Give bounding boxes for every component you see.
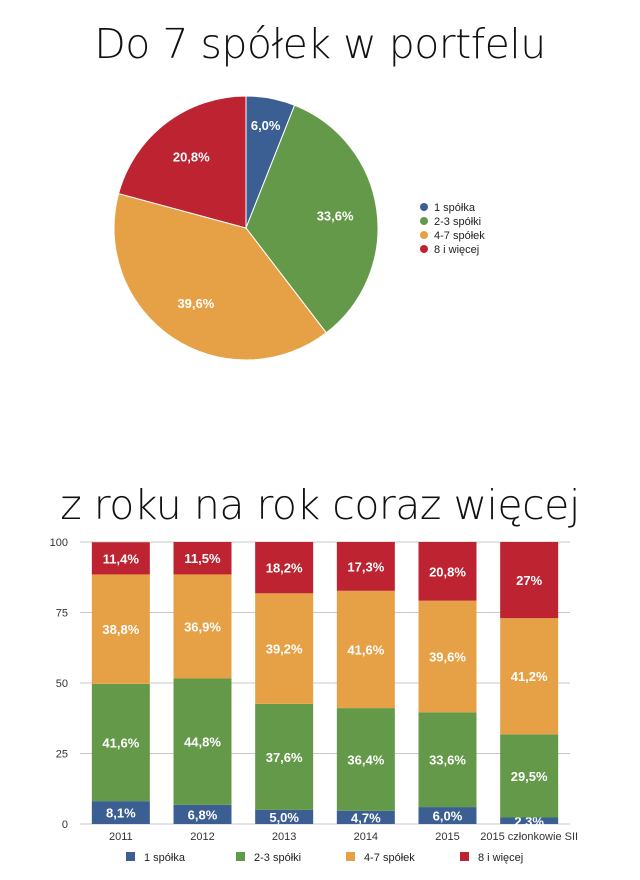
bar-segment bbox=[500, 817, 559, 824]
bar-segment bbox=[255, 542, 314, 594]
legend-marker bbox=[236, 852, 245, 861]
bar-segment bbox=[336, 810, 395, 824]
bar-data-label: 36,9% bbox=[184, 619, 221, 634]
bar-data-label: 4,7% bbox=[351, 810, 381, 825]
legend-marker bbox=[420, 231, 428, 239]
pie-data-label: 33,6% bbox=[317, 209, 354, 224]
bar-data-label: 41,6% bbox=[102, 736, 139, 751]
y-tick-label: 0 bbox=[62, 819, 68, 831]
legend-label: 8 i więcej bbox=[434, 244, 479, 256]
bar-segment bbox=[336, 590, 395, 709]
legend-marker bbox=[420, 203, 428, 211]
bar-data-label: 41,6% bbox=[347, 642, 384, 657]
bar-segment bbox=[173, 574, 232, 679]
legend-marker bbox=[420, 245, 428, 253]
legend-marker bbox=[126, 852, 135, 861]
legend-label: 2-3 spółki bbox=[254, 852, 301, 864]
bar-segment bbox=[255, 703, 314, 810]
legend-label: 8 i więcej bbox=[478, 852, 523, 864]
y-tick-label: 25 bbox=[56, 749, 68, 761]
bar-data-label: 33,6% bbox=[429, 753, 466, 768]
bar-segment bbox=[418, 542, 477, 601]
bar-data-label: 39,2% bbox=[266, 642, 303, 657]
bar-segment bbox=[91, 542, 150, 575]
legend-label: 2-3 spółki bbox=[434, 216, 481, 228]
bar-segment bbox=[91, 574, 150, 684]
legend-marker bbox=[420, 217, 428, 225]
bar-segment bbox=[91, 801, 150, 824]
bar-segment bbox=[173, 678, 232, 805]
bar-data-label: 36,4% bbox=[347, 752, 384, 767]
bar-segment bbox=[500, 618, 559, 735]
pie-data-label: 20,8% bbox=[173, 150, 210, 165]
bar-segment bbox=[418, 600, 477, 713]
bar-chart-title: z roku na rok coraz więcej bbox=[60, 481, 580, 529]
pie-data-label: 39,6% bbox=[177, 296, 214, 311]
bar-segment bbox=[336, 542, 395, 591]
pie-chart-title: Do 7 spółek w portfelu bbox=[94, 20, 546, 68]
x-tick-label: 2011 bbox=[109, 831, 133, 843]
x-tick-label: 2013 bbox=[272, 831, 296, 843]
bar-segment bbox=[500, 734, 559, 818]
pie-slice bbox=[113, 192, 327, 361]
bar-data-label: 20,8% bbox=[429, 564, 466, 579]
y-tick-label: 100 bbox=[50, 537, 68, 549]
pie-slice bbox=[117, 95, 247, 229]
bar-data-label: 44,8% bbox=[184, 735, 221, 750]
bar-segment bbox=[418, 807, 477, 824]
bar-data-label: 27% bbox=[516, 573, 542, 588]
legend-marker bbox=[346, 852, 355, 861]
y-tick-label: 50 bbox=[56, 678, 68, 690]
legend-label: 1 spółka bbox=[144, 852, 186, 864]
legend-label: 1 spółka bbox=[434, 202, 476, 214]
x-tick-label: 2015 bbox=[435, 831, 459, 843]
bar-data-label: 11,4% bbox=[103, 551, 140, 566]
x-tick-label: 2014 bbox=[354, 831, 378, 843]
bar-data-label: 6,0% bbox=[433, 809, 463, 824]
bar-data-label: 11,5% bbox=[184, 551, 221, 566]
pie-chart: 6,0% 33,6% 39,6% 20,8% 1 spółka 2-3 spółki 4-7… bbox=[113, 95, 485, 361]
x-tick-label: 2012 bbox=[190, 831, 214, 843]
bar-data-label: 18,2% bbox=[266, 561, 303, 576]
bar-segment bbox=[500, 542, 559, 619]
bar-data-label: 5,0% bbox=[269, 810, 299, 825]
pie-data-label: 6,0% bbox=[251, 118, 281, 133]
bar-segment bbox=[91, 683, 150, 802]
bar-data-label: 6,8% bbox=[188, 807, 218, 822]
bar-data-label: 41,2% bbox=[511, 669, 548, 684]
bar-data-label: 29,5% bbox=[511, 769, 548, 784]
bar-data-label: 37,6% bbox=[266, 750, 303, 765]
bar-segment bbox=[418, 712, 477, 808]
legend-label: 4-7 spółek bbox=[364, 852, 415, 864]
x-tick-label: 2015 członkowie SII bbox=[480, 831, 578, 843]
bar-data-label: 38,8% bbox=[102, 622, 139, 637]
bar-data-label: 17,3% bbox=[347, 559, 384, 574]
bar-segment bbox=[255, 593, 314, 704]
legend-label: 4-7 spółek bbox=[434, 230, 485, 242]
pie-slice bbox=[245, 104, 379, 334]
bar-data-label: 8,1% bbox=[106, 806, 136, 821]
bar-segment bbox=[173, 542, 232, 575]
legend-marker bbox=[460, 852, 469, 861]
bar-data-label: 39,6% bbox=[429, 649, 466, 664]
bar-segment bbox=[255, 809, 314, 824]
y-tick-label: 75 bbox=[56, 608, 68, 620]
bar-segment bbox=[173, 804, 232, 824]
bar-segment bbox=[336, 708, 395, 811]
